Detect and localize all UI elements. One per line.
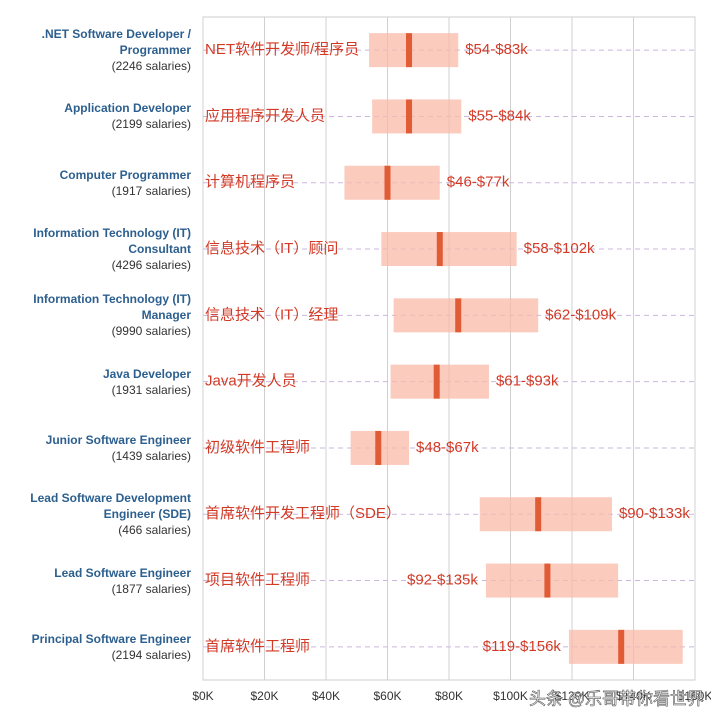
range-bar <box>369 33 459 68</box>
annotation: 首席软件开发工程师（SDE） <box>205 505 401 522</box>
x-tick-label: $100K <box>493 689 528 703</box>
salary-count: (1877 salaries) <box>111 581 191 596</box>
range-label: $54-$83k <box>465 41 528 58</box>
median-mark <box>384 165 391 200</box>
category-name: Information Technology (IT) Consultant <box>33 226 191 257</box>
salary-count: (1931 salaries) <box>111 382 191 397</box>
category-label: Information Technology (IT) Manager (9990… <box>4 291 191 339</box>
x-tick-label: $140K <box>616 689 651 703</box>
annotation: NET软件开发师/程序员 <box>205 41 359 58</box>
salary-count: (2194 salaries) <box>111 647 191 662</box>
annotation: 初级软件工程师 <box>205 439 310 456</box>
range-label: $119-$156k <box>483 638 562 655</box>
salary-count: (466 salaries) <box>118 523 191 538</box>
category-label: Lead Software Engineer (1877 salaries) <box>4 565 191 597</box>
category-label: Lead Software Development Engineer (SDE)… <box>4 490 191 538</box>
range-bar <box>393 298 539 333</box>
category-name: Junior Software Engineer <box>45 432 191 447</box>
annotation: 计算机程序员 <box>205 173 295 191</box>
range-label: $61-$93k <box>496 373 559 390</box>
range-label: $48-$67k <box>416 439 479 456</box>
salary-count: (4296 salaries) <box>111 258 191 273</box>
category-name: Java Developer <box>102 366 191 381</box>
category-name: Lead Software Development Engineer (SDE) <box>30 491 191 522</box>
range-label: $92-$135k <box>407 572 478 589</box>
category-name: Principal Software Engineer <box>31 631 191 646</box>
median-mark <box>535 497 542 532</box>
range-label: $62-$109k <box>545 306 616 323</box>
median-mark <box>436 232 443 267</box>
annotation: 信息技术（IT）经理 <box>205 306 338 323</box>
category-label: Java Developer (1931 salaries) <box>4 366 191 398</box>
median-mark <box>618 629 625 664</box>
category-label: Application Developer (2199 salaries) <box>4 100 191 132</box>
annotation: 首席软件工程师 <box>205 638 310 655</box>
x-tick-label: $80K <box>435 689 463 703</box>
x-tick-label: $120K <box>555 689 590 703</box>
category-name: .NET Software Developer / Programmer <box>41 27 191 58</box>
range-bar <box>485 563 619 598</box>
annotation: 信息技术（IT）顾问 <box>205 240 338 257</box>
salary-count: (1917 salaries) <box>111 183 191 198</box>
range-bar <box>390 364 489 399</box>
range-label: $46-$77k <box>447 174 510 191</box>
x-tick-label: $60K <box>373 689 401 703</box>
range-label: $90-$133k <box>619 505 690 522</box>
salary-count: (1439 salaries) <box>111 448 191 463</box>
category-name: Computer Programmer <box>59 167 191 182</box>
x-tick-label: $0K <box>192 689 213 703</box>
category-label: Principal Software Engineer (2194 salarie… <box>4 631 191 663</box>
category-name: Information Technology (IT) Manager <box>33 292 191 323</box>
range-bar <box>372 99 462 134</box>
x-tick-label: $40K <box>312 689 340 703</box>
category-label: .NET Software Developer / Programmer (224… <box>4 26 191 74</box>
range-label: $55-$84k <box>468 107 531 124</box>
median-mark <box>455 298 462 333</box>
range-bar <box>568 629 683 664</box>
x-tick-label: $20K <box>250 689 278 703</box>
range-label: $58-$102k <box>524 240 595 257</box>
category-name: Application Developer <box>64 101 191 116</box>
median-mark <box>544 563 551 598</box>
annotation: 应用程序开发人员 <box>205 106 325 124</box>
range-bar <box>344 165 440 200</box>
x-tick-label: $160K <box>678 689 711 703</box>
category-label: Computer Programmer (1917 salaries) <box>4 167 191 199</box>
watermark: 头条 @乐哥带你看世界 <box>529 689 704 708</box>
range-bar <box>479 497 612 532</box>
median-mark <box>433 364 440 399</box>
median-mark <box>406 99 413 134</box>
median-mark <box>406 33 413 68</box>
annotation: 项目软件工程师 <box>205 572 310 589</box>
salary-count: (9990 salaries) <box>111 324 191 339</box>
category-label: Junior Software Engineer (1439 salaries) <box>4 432 191 464</box>
median-mark <box>375 430 382 465</box>
category-label: Information Technology (IT) Consultant (4… <box>4 225 191 273</box>
salary-count: (2246 salaries) <box>111 59 191 74</box>
category-name: Lead Software Engineer <box>54 565 191 580</box>
range-bar <box>381 232 517 267</box>
annotation: Java开发人员 <box>205 373 297 390</box>
salary-count: (2199 salaries) <box>111 117 191 132</box>
